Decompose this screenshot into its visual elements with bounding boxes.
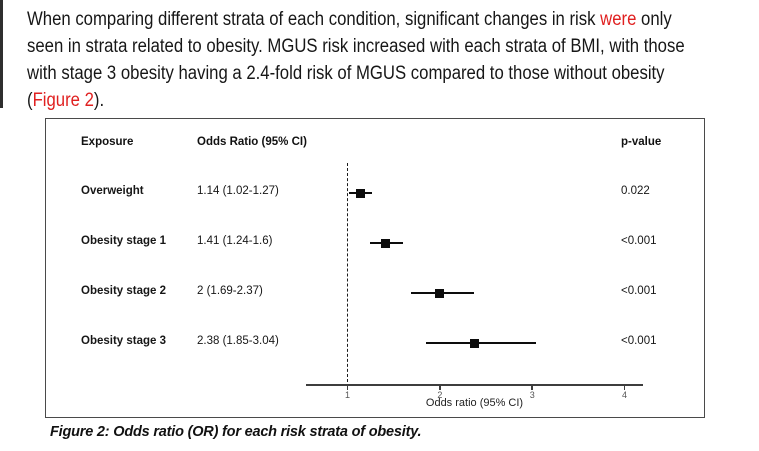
x-axis-tick-label: 4 bbox=[622, 390, 628, 400]
row-exposure-label: Obesity stage 3 bbox=[81, 335, 167, 347]
column-header-p-value: p-value bbox=[621, 136, 662, 148]
row-exposure-label: Obesity stage 2 bbox=[81, 285, 167, 297]
odds-ratio-marker bbox=[380, 238, 390, 248]
paragraph-text: ( bbox=[27, 90, 33, 111]
row-odds-ratio-value: 2 (1.69-2.37) bbox=[197, 285, 263, 297]
paragraph-text: ). bbox=[93, 90, 105, 111]
row-p-value: <0.001 bbox=[621, 285, 657, 297]
x-axis-tick bbox=[346, 384, 349, 390]
figure-panel: Exposure Odds Ratio (95% CI) p-value Ove… bbox=[45, 118, 705, 418]
row-odds-ratio-value: 1.41 (1.24-1.6) bbox=[197, 235, 273, 247]
row-p-value: <0.001 bbox=[621, 235, 657, 247]
paragraph-line: with stage 3 obesity having a 2.4-fold r… bbox=[27, 60, 757, 87]
paragraph-line: seen in strata related to obesity. MGUS … bbox=[27, 33, 757, 60]
x-axis-line bbox=[306, 384, 643, 386]
intro-paragraph: When comparing different strata of each … bbox=[27, 6, 757, 114]
row-odds-ratio-value: 1.14 (1.02-1.27) bbox=[197, 185, 279, 197]
column-header-odds-ratio: Odds Ratio (95% CI) bbox=[197, 136, 307, 148]
x-axis-tick bbox=[623, 384, 626, 390]
table-row: Obesity stage 2 2 (1.69-2.37) <0.001 bbox=[46, 285, 704, 301]
x-axis-tick-label: 1 bbox=[345, 390, 351, 400]
paragraph-text: with stage 3 obesity having a 2.4-fold r… bbox=[27, 63, 665, 84]
x-axis-tick-label: 3 bbox=[529, 390, 535, 400]
figure-reference-link: Figure 2 bbox=[32, 90, 94, 111]
x-axis-tick bbox=[531, 384, 533, 390]
paragraph-text: seen in strata related to obesity. MGUS … bbox=[27, 36, 685, 57]
table-row: Overweight 1.14 (1.02-1.27) 0.022 bbox=[46, 185, 704, 201]
figure-caption: Figure 2: Odds ratio (OR) for each risk … bbox=[50, 424, 422, 440]
table-row: Obesity stage 1 1.41 (1.24-1.6) <0.001 bbox=[46, 235, 704, 251]
column-header-exposure: Exposure bbox=[81, 136, 134, 148]
row-exposure-label: Overweight bbox=[81, 185, 144, 197]
row-p-value: 0.022 bbox=[621, 185, 650, 197]
paragraph-text: When comparing different strata of each … bbox=[27, 9, 601, 30]
highlighted-word: were bbox=[600, 9, 637, 30]
table-header-row: Exposure Odds Ratio (95% CI) p-value bbox=[46, 136, 704, 152]
x-axis-tick-label: 2 bbox=[437, 390, 443, 400]
table-row: Obesity stage 3 2.38 (1.85-3.04) <0.001 bbox=[46, 335, 704, 351]
x-axis-tick bbox=[439, 384, 441, 390]
odds-ratio-marker bbox=[470, 338, 480, 348]
row-exposure-label: Obesity stage 1 bbox=[81, 235, 167, 247]
x-axis-title: Odds ratio (95% CI) bbox=[425, 397, 524, 409]
paragraph-line: When comparing different strata of each … bbox=[27, 6, 757, 33]
odds-ratio-marker bbox=[435, 288, 445, 298]
page-edge-bar bbox=[0, 0, 3, 108]
reference-line bbox=[346, 163, 348, 387]
row-odds-ratio-value: 2.38 (1.85-3.04) bbox=[197, 335, 279, 347]
paragraph-line: (Figure 2). bbox=[27, 87, 757, 114]
forest-plot-area: 1 2 3 4 bbox=[306, 119, 643, 419]
confidence-interval-line bbox=[426, 342, 536, 344]
paragraph-text: only bbox=[636, 9, 672, 30]
odds-ratio-marker bbox=[355, 188, 365, 198]
row-p-value: <0.001 bbox=[621, 335, 657, 347]
